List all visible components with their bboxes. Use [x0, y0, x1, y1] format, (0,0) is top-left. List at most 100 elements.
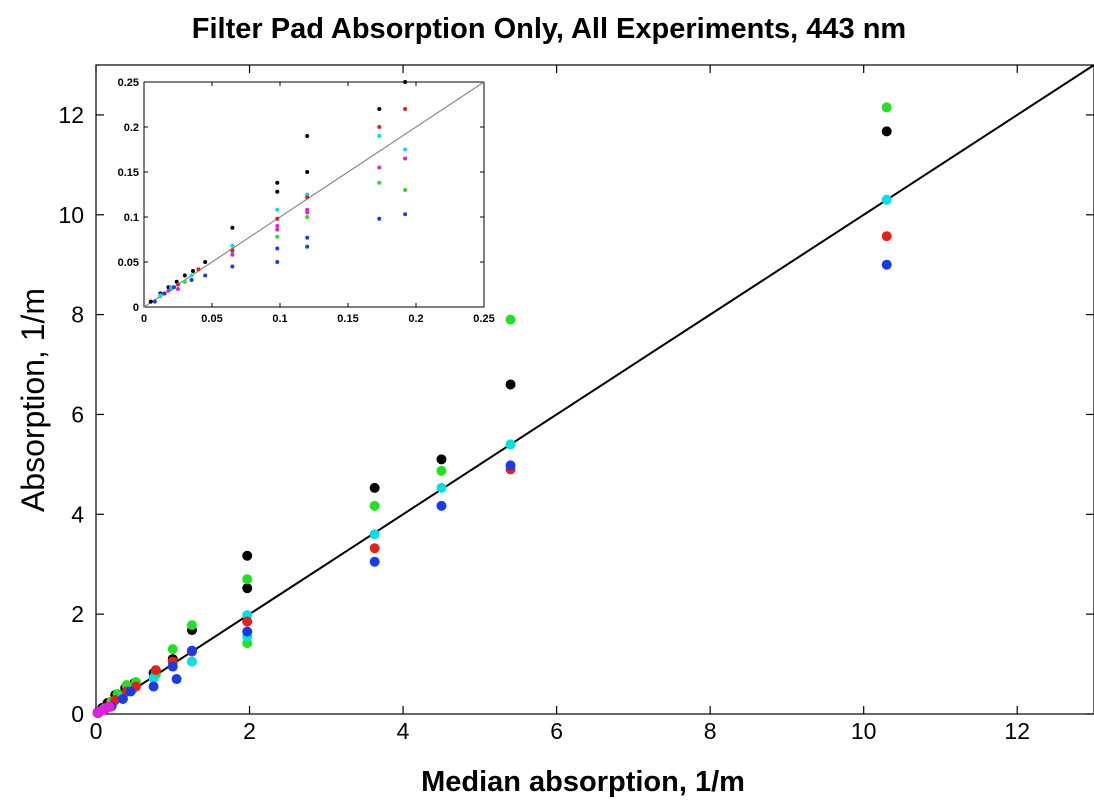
data-point	[186, 620, 197, 631]
inset-data-point	[275, 227, 280, 232]
inset-data-point	[377, 134, 382, 138]
inset-data-point	[203, 260, 208, 264]
data-point	[436, 500, 447, 511]
data-point	[505, 460, 516, 471]
data-point	[148, 681, 159, 692]
y-axis-label: Absorption, 1/m	[15, 288, 51, 512]
data-point	[171, 674, 182, 685]
data-point	[505, 439, 516, 450]
inset-y-tick-label: 0.05	[118, 257, 139, 269]
inset-data-point	[230, 225, 235, 230]
inset-data-point	[305, 134, 310, 138]
inset-data-point	[305, 235, 310, 240]
inset-data-point	[377, 107, 382, 111]
inset-data-point	[403, 212, 408, 217]
inset-data-point	[148, 299, 153, 304]
inset-data-point	[305, 244, 310, 249]
inset-data-point	[377, 180, 382, 185]
inset-plot-area: 0 0.05 0.1 0.15 0.2 0.25 0 0.05 0.1 0.15 0.2 0.25	[118, 77, 495, 325]
data-point	[369, 529, 380, 540]
inset-data-point	[275, 224, 280, 228]
data-point	[125, 686, 136, 697]
x-tick-label: 12	[1004, 718, 1030, 744]
inset-data-point	[275, 216, 280, 221]
inset-data-point	[230, 248, 235, 253]
data-point	[167, 661, 178, 672]
inset-reference-line	[143, 81, 485, 308]
x-tick-label: 8	[704, 718, 717, 744]
inset-data-point	[275, 246, 280, 251]
inset-data-point	[230, 252, 235, 257]
inset-data-point	[305, 207, 310, 212]
inset-data-point	[403, 80, 408, 84]
inset-data-point	[377, 165, 382, 170]
inset-data-point	[403, 107, 408, 111]
data-point	[881, 259, 892, 270]
data-point	[881, 194, 892, 205]
data-point	[167, 644, 178, 655]
inset-data-point	[377, 216, 382, 221]
y-tick-label: 12	[58, 102, 84, 128]
inset-y-tick-label: 0.15	[118, 167, 139, 179]
inset-data-point	[196, 267, 201, 272]
data-point	[369, 482, 380, 493]
inset-data-point	[275, 234, 280, 239]
inset-data-point	[403, 188, 408, 192]
inset-data-point	[176, 282, 180, 287]
x-tick-label: 0	[90, 718, 103, 744]
inset-data-point	[403, 147, 408, 152]
y-tick-label: 8	[71, 302, 84, 328]
inset-data-point	[230, 243, 235, 248]
inset-data-point	[230, 264, 235, 269]
y-tick-label: 4	[71, 501, 84, 527]
inset-x-tick-label: 0.15	[337, 313, 358, 325]
inset-data-point	[403, 156, 408, 161]
data-point	[436, 465, 447, 476]
x-axis-label: Median absorption, 1/m	[421, 766, 745, 798]
inset-data-point	[189, 273, 194, 278]
inset-data-point	[377, 125, 382, 129]
inset-data-point	[176, 287, 180, 291]
inset-data-point	[162, 291, 167, 296]
inset-y-tick-label: 0.1	[124, 212, 139, 224]
x-tick-label: 4	[397, 718, 410, 744]
data-point	[104, 702, 115, 713]
data-point	[242, 583, 253, 594]
inset-data-point	[275, 180, 280, 185]
data-point	[150, 665, 161, 676]
y-tick-label: 2	[71, 601, 84, 627]
data-point	[436, 454, 447, 465]
inset-data-point	[275, 207, 280, 212]
data-point	[505, 379, 516, 390]
y-tick-label: 6	[71, 402, 84, 428]
inset-data-point	[152, 299, 157, 304]
x-tick-label: 6	[550, 718, 563, 744]
inset-x-tick-label: 0.05	[201, 313, 222, 325]
data-point	[242, 616, 253, 627]
data-point	[881, 231, 892, 242]
data-point	[148, 673, 159, 684]
data-point	[242, 626, 253, 637]
data-point	[881, 126, 892, 137]
data-point	[881, 102, 892, 113]
data-point	[369, 556, 380, 567]
inset-y-tick-label: 0	[133, 302, 139, 314]
inset-data-point	[275, 189, 280, 194]
inset-x-tick-label: 0.2	[408, 313, 423, 325]
data-point	[242, 550, 253, 561]
x-tick-label: 10	[851, 718, 877, 744]
inset-data-point	[275, 260, 280, 264]
inset-y-tick-label: 0.2	[124, 122, 139, 134]
inset-data-point	[305, 170, 310, 174]
y-tick-label: 10	[58, 202, 84, 228]
inset-data-point	[203, 273, 208, 278]
data-point	[186, 656, 197, 667]
inset-y-tick-label: 0.25	[118, 77, 139, 89]
inset-data-point	[189, 278, 194, 282]
x-tick-label: 2	[243, 718, 256, 744]
inset-data-point	[182, 273, 187, 278]
data-point	[186, 645, 197, 656]
inset-x-tick-label: 0.25	[473, 313, 494, 325]
data-point	[505, 314, 516, 325]
